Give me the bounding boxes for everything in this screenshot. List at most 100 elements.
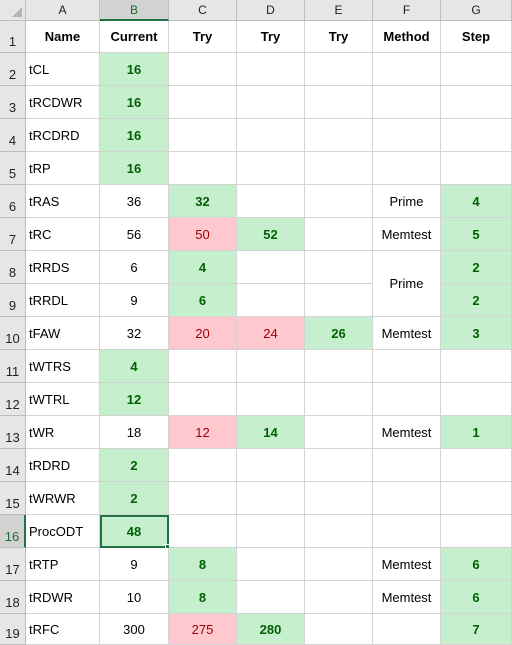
cell-a18[interactable]: tRDWR: [26, 581, 100, 614]
header-cell-e[interactable]: Try: [305, 21, 373, 53]
cell-c10[interactable]: 20: [169, 317, 237, 350]
row-header-14[interactable]: 14: [0, 449, 26, 482]
cell-a2[interactable]: tCL: [26, 53, 100, 86]
row-header-10[interactable]: 10: [0, 317, 26, 350]
cell-e2[interactable]: [305, 53, 373, 86]
cell-b12[interactable]: 12: [100, 383, 169, 416]
cell-g14[interactable]: [441, 449, 512, 482]
cell-f14[interactable]: [373, 449, 441, 482]
row-header-15[interactable]: 15: [0, 482, 26, 515]
header-cell-f[interactable]: Method: [373, 21, 441, 53]
cell-e4[interactable]: [305, 119, 373, 152]
cell-a3[interactable]: tRCDWR: [26, 86, 100, 119]
cell-g5[interactable]: [441, 152, 512, 185]
cell-e8[interactable]: [305, 251, 373, 284]
cell-e12[interactable]: [305, 383, 373, 416]
cell-b14[interactable]: 2: [100, 449, 169, 482]
cell-d10[interactable]: 24: [237, 317, 305, 350]
row-header-1[interactable]: 1: [0, 21, 26, 53]
cell-f13[interactable]: Memtest: [373, 416, 441, 449]
cell-f8[interactable]: Prime: [373, 251, 441, 317]
cell-g12[interactable]: [441, 383, 512, 416]
cell-e15[interactable]: [305, 482, 373, 515]
row-header-11[interactable]: 11: [0, 350, 26, 383]
cell-f18[interactable]: Memtest: [373, 581, 441, 614]
cell-g8[interactable]: 2: [441, 251, 512, 284]
header-cell-d[interactable]: Try: [237, 21, 305, 53]
cell-b15[interactable]: 2: [100, 482, 169, 515]
cell-f7[interactable]: Memtest: [373, 218, 441, 251]
cell-g9[interactable]: 2: [441, 284, 512, 317]
cell-d17[interactable]: [237, 548, 305, 581]
cell-g16[interactable]: [441, 515, 512, 548]
row-header-16[interactable]: 16: [0, 515, 26, 548]
cell-e10[interactable]: 26: [305, 317, 373, 350]
column-header-c[interactable]: C: [169, 0, 237, 21]
cell-c12[interactable]: [169, 383, 237, 416]
cell-e7[interactable]: [305, 218, 373, 251]
cell-g11[interactable]: [441, 350, 512, 383]
cell-g13[interactable]: 1: [441, 416, 512, 449]
cell-c8[interactable]: 4: [169, 251, 237, 284]
cell-e14[interactable]: [305, 449, 373, 482]
cell-f15[interactable]: [373, 482, 441, 515]
cell-b18[interactable]: 10: [100, 581, 169, 614]
row-header-8[interactable]: 8: [0, 251, 26, 284]
cell-b6[interactable]: 36: [100, 185, 169, 218]
cell-f3[interactable]: [373, 86, 441, 119]
cell-g6[interactable]: 4: [441, 185, 512, 218]
cell-c4[interactable]: [169, 119, 237, 152]
row-header-13[interactable]: 13: [0, 416, 26, 449]
cell-c13[interactable]: 12: [169, 416, 237, 449]
column-header-e[interactable]: E: [305, 0, 373, 21]
cell-d15[interactable]: [237, 482, 305, 515]
cell-d13[interactable]: 14: [237, 416, 305, 449]
cell-b13[interactable]: 18: [100, 416, 169, 449]
cell-f16[interactable]: [373, 515, 441, 548]
row-header-18[interactable]: 18: [0, 581, 26, 614]
cell-c11[interactable]: [169, 350, 237, 383]
column-header-d[interactable]: D: [237, 0, 305, 21]
cell-d5[interactable]: [237, 152, 305, 185]
cell-a13[interactable]: tWR: [26, 416, 100, 449]
cell-e9[interactable]: [305, 284, 373, 317]
cell-b7[interactable]: 56: [100, 218, 169, 251]
cell-f17[interactable]: Memtest: [373, 548, 441, 581]
column-header-b[interactable]: B: [100, 0, 169, 21]
header-cell-g[interactable]: Step: [441, 21, 512, 53]
cell-g4[interactable]: [441, 119, 512, 152]
row-header-2[interactable]: 2: [0, 53, 26, 86]
cell-g2[interactable]: [441, 53, 512, 86]
cell-c16[interactable]: [169, 515, 237, 548]
row-header-19[interactable]: 19: [0, 614, 26, 645]
cell-b11[interactable]: 4: [100, 350, 169, 383]
cell-e6[interactable]: [305, 185, 373, 218]
cell-g7[interactable]: 5: [441, 218, 512, 251]
row-header-9[interactable]: 9: [0, 284, 26, 317]
cell-f10[interactable]: Memtest: [373, 317, 441, 350]
cell-b19[interactable]: 300: [100, 614, 169, 645]
cell-b4[interactable]: 16: [100, 119, 169, 152]
cell-g10[interactable]: 3: [441, 317, 512, 350]
cell-d18[interactable]: [237, 581, 305, 614]
cell-f11[interactable]: [373, 350, 441, 383]
cell-c7[interactable]: 50: [169, 218, 237, 251]
cell-a7[interactable]: tRC: [26, 218, 100, 251]
row-header-4[interactable]: 4: [0, 119, 26, 152]
cell-d9[interactable]: [237, 284, 305, 317]
cell-e3[interactable]: [305, 86, 373, 119]
cell-a5[interactable]: tRP: [26, 152, 100, 185]
cell-d19[interactable]: 280: [237, 614, 305, 645]
row-header-7[interactable]: 7: [0, 218, 26, 251]
cell-a14[interactable]: tRDRD: [26, 449, 100, 482]
cell-e19[interactable]: [305, 614, 373, 645]
row-header-5[interactable]: 5: [0, 152, 26, 185]
cell-d4[interactable]: [237, 119, 305, 152]
cell-d7[interactable]: 52: [237, 218, 305, 251]
cell-c17[interactable]: 8: [169, 548, 237, 581]
column-header-g[interactable]: G: [441, 0, 512, 21]
cell-c5[interactable]: [169, 152, 237, 185]
cell-c9[interactable]: 6: [169, 284, 237, 317]
cell-f2[interactable]: [373, 53, 441, 86]
cell-b17[interactable]: 9: [100, 548, 169, 581]
